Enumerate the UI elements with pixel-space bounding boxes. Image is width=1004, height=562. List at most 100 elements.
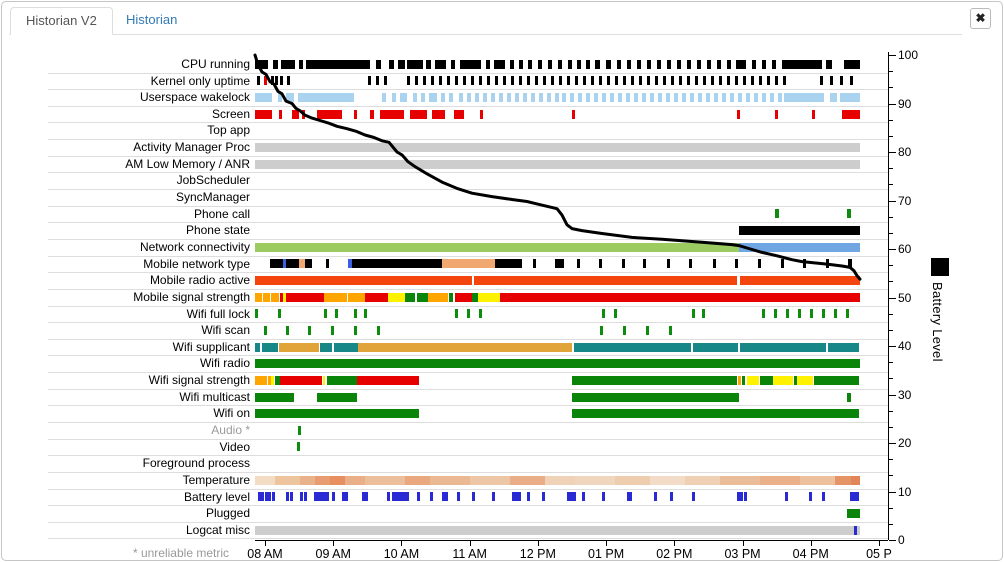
timeline-bar [365, 492, 368, 502]
timeline-bar [286, 92, 294, 102]
row-label: Screen [211, 106, 250, 121]
timeline-bar [535, 76, 538, 86]
y-axis-tick [889, 507, 893, 509]
timeline-bar [302, 109, 305, 119]
row-label: Temperature [182, 472, 250, 487]
x-axis-label: 05 P [866, 547, 892, 561]
timeline-bar [263, 292, 270, 302]
x-axis-label: 10 AM [383, 547, 420, 561]
timeline-bar [854, 525, 857, 535]
timeline-bar [555, 259, 564, 269]
row-separator [48, 322, 888, 324]
timeline-bar [299, 59, 303, 69]
timeline-bar [271, 375, 274, 385]
timeline-bar [315, 475, 330, 485]
timeline-bar [685, 475, 720, 485]
y-axis-tick [889, 281, 893, 283]
timeline-bar [786, 309, 789, 319]
timeline-bar [527, 76, 530, 86]
y-axis-tick [889, 443, 896, 444]
row-separator [48, 355, 888, 357]
timeline-bar [559, 76, 562, 86]
timeline-bar [572, 109, 575, 119]
plot-area[interactable] [255, 52, 860, 540]
timeline-bar [803, 259, 806, 269]
battery-level-axis-label: Battery Level [930, 282, 945, 362]
y-axis-tick [889, 232, 893, 234]
timeline-bar [781, 259, 784, 269]
timeline-bar [607, 76, 610, 86]
timeline-bar [264, 325, 267, 335]
timeline-bar [317, 492, 320, 502]
timeline-bar [856, 492, 859, 502]
timeline-bar [615, 76, 618, 86]
timeline-bar [255, 159, 860, 169]
timeline-bar [388, 292, 405, 302]
timeline-bar [548, 59, 552, 69]
timeline-bar [762, 309, 765, 319]
timeline-bar [531, 92, 535, 102]
tab-historian-v2[interactable]: Historian V2 [10, 7, 113, 35]
x-axis-label: 04 PM [792, 547, 829, 561]
timeline-bar [706, 92, 710, 102]
y-axis-tick [889, 426, 893, 428]
timeline-bar [853, 492, 856, 502]
row-label: Wifi scan [201, 323, 250, 338]
timeline-bar [555, 92, 559, 102]
timeline-bar [774, 309, 777, 319]
timeline-bar [471, 76, 474, 86]
timeline-bar [740, 276, 860, 286]
timeline-bar [744, 492, 747, 502]
row-label: Activity Manager Proc [133, 140, 250, 155]
timeline-bar [735, 259, 738, 269]
timeline-bar [850, 76, 853, 86]
timeline-bar [503, 76, 506, 86]
timeline-bar [572, 409, 859, 419]
timeline-bar [631, 76, 634, 86]
timeline-bar [602, 92, 606, 102]
row-separator [48, 488, 888, 490]
timeline-bar [679, 76, 682, 86]
row-separator [48, 405, 888, 407]
timeline-bar [850, 492, 853, 502]
timeline-bar [618, 92, 622, 102]
timeline-bar [523, 92, 527, 102]
timeline-bar [519, 59, 523, 69]
tab-historian[interactable]: Historian [126, 12, 178, 27]
timeline-bar [722, 92, 726, 102]
timeline-bar [407, 76, 410, 86]
row-label: SyncManager [175, 190, 250, 205]
timeline-bar [622, 259, 625, 269]
timeline-bar [255, 276, 472, 286]
x-axis-tick [742, 540, 744, 546]
timeline-bar [543, 76, 546, 86]
y-axis-tick [889, 200, 896, 202]
y-axis-line [888, 52, 889, 540]
timeline-bar [298, 92, 354, 102]
row-label: Foreground process [142, 456, 250, 471]
timeline-bar [614, 309, 617, 319]
close-icon[interactable]: ✖ [970, 8, 991, 29]
timeline-bar [494, 59, 505, 69]
timeline-bar [320, 342, 332, 352]
timeline-bar [255, 342, 260, 352]
y-axis-tick-label: 100 [898, 48, 919, 62]
timeline-bar [467, 92, 471, 102]
row-separator [48, 438, 888, 440]
row-label: Phone call [193, 206, 250, 221]
timeline-bar [467, 309, 470, 319]
timeline-bar [510, 59, 514, 69]
timeline-bar [626, 92, 630, 102]
timeline-bar [348, 292, 365, 302]
x-axis-tick [878, 540, 880, 546]
timeline-bar [634, 92, 638, 102]
timeline-bar [499, 92, 503, 102]
timeline-bar [463, 76, 466, 86]
timeline-bar [760, 375, 773, 385]
timeline-bar [703, 76, 706, 86]
timeline-bar [623, 325, 626, 335]
timeline-bar [713, 259, 716, 269]
timeline-bar [495, 76, 498, 86]
x-axis-label: 01 PM [588, 547, 625, 561]
